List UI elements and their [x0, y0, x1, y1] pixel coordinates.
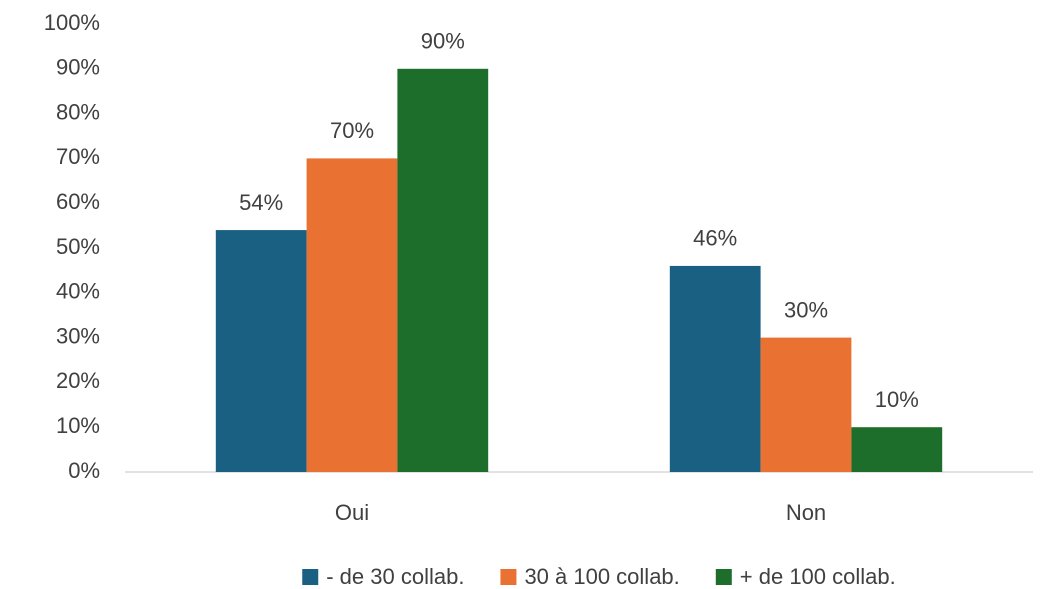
y-tick-label: 10%	[56, 413, 100, 438]
legend-label: 30 à 100 collab.	[524, 564, 679, 589]
legend-label: - de 30 collab.	[326, 564, 464, 589]
value-label: 70%	[330, 118, 374, 143]
y-tick-label: 40%	[56, 279, 100, 304]
x-tick-label: Non	[786, 500, 826, 525]
bar	[760, 337, 852, 472]
y-tick-label: 100%	[44, 10, 100, 35]
value-label: 10%	[875, 387, 919, 412]
legend-swatch	[500, 569, 517, 585]
y-tick-label: 70%	[56, 144, 100, 169]
bar	[215, 230, 307, 472]
y-tick-label: 0%	[68, 458, 100, 483]
bar	[669, 265, 761, 472]
bar	[306, 158, 398, 472]
y-tick-label: 30%	[56, 323, 100, 348]
y-tick-label: 80%	[56, 99, 100, 124]
value-label: 30%	[784, 297, 828, 322]
bar	[397, 68, 489, 473]
legend-swatch	[715, 569, 732, 585]
legend-swatch	[302, 569, 319, 585]
value-label: 54%	[239, 190, 283, 215]
x-tick-label: Oui	[335, 500, 369, 525]
y-tick-label: 90%	[56, 55, 100, 80]
y-tick-label: 20%	[56, 368, 100, 393]
y-tick-label: 60%	[56, 189, 100, 214]
value-label: 46%	[693, 226, 737, 251]
y-tick-label: 50%	[56, 234, 100, 259]
value-label: 90%	[421, 29, 465, 54]
bar	[851, 427, 943, 472]
legend-label: + de 100 collab.	[740, 564, 896, 589]
